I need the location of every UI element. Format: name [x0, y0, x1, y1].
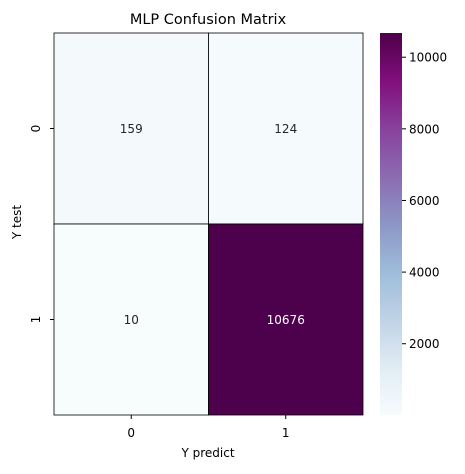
x-tick-label-1: 1 — [282, 426, 290, 440]
cell-label-1-1: 10676 — [267, 313, 305, 327]
x-tick-label-0: 0 — [127, 426, 135, 440]
colorbar-tick-label-3: 8000 — [409, 122, 440, 136]
colorbar-tick-label-4: 10000 — [409, 51, 447, 65]
heatmap-cell-1-1 — [208, 223, 364, 416]
cell-label-0-1: 124 — [274, 122, 297, 136]
heatmap-cell-1-0 — [53, 223, 209, 416]
y-axis-label: Y test — [10, 205, 24, 240]
chart-title: MLP Confusion Matrix — [130, 12, 287, 28]
colorbar-tick-label-0: 2000 — [409, 337, 440, 351]
y-tick-label-1: 1 — [29, 316, 43, 324]
heatmap-cell-labels: 159 124 10 10676 — [120, 122, 305, 327]
colorbar — [380, 33, 402, 415]
heatmap-cell-0-1 — [208, 32, 364, 225]
cell-label-1-0: 10 — [124, 313, 139, 327]
cell-label-0-0: 159 — [120, 122, 143, 136]
x-axis-label: Y predict — [180, 446, 234, 460]
colorbar-ticks: 2000 4000 6000 8000 10000 — [402, 51, 447, 351]
y-tick-label-0: 0 — [29, 125, 43, 133]
colorbar-tick-label-2: 6000 — [409, 194, 440, 208]
heatmap-cells — [53, 32, 364, 416]
y-axis: 01 — [29, 125, 54, 324]
heatmap-cell-0-0 — [53, 32, 209, 225]
colorbar-tick-label-1: 4000 — [409, 266, 440, 280]
